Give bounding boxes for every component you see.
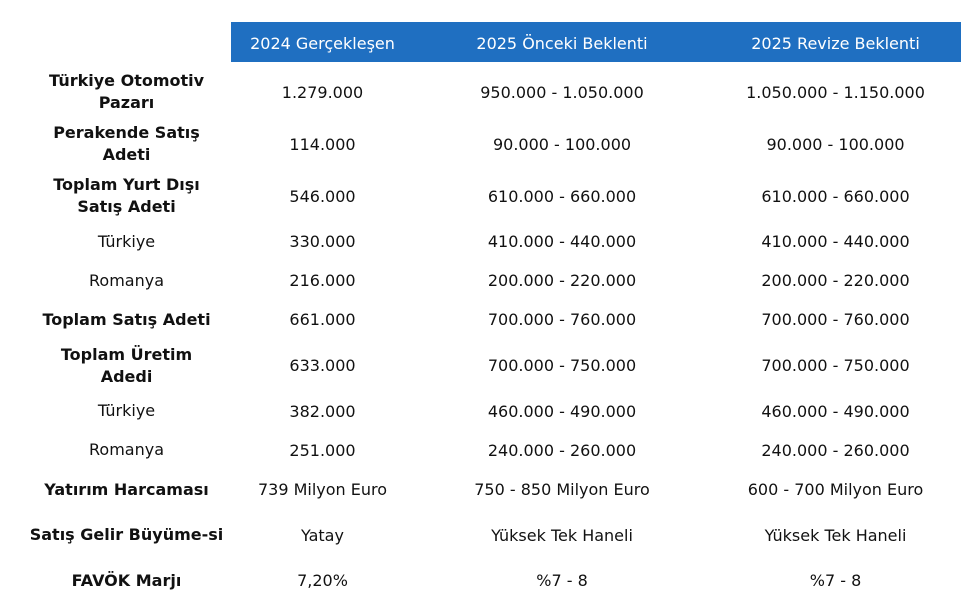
row-label: Satış Gelir Büyüme-si (29, 525, 224, 545)
header-2025-revised: 2025 Revize Beklenti (710, 22, 961, 62)
cell-2025-revised: 90.000 - 100.000 (766, 134, 905, 154)
table-row: Satış Gelir Büyüme-si Yatay Yüksek Tek H… (22, 509, 961, 561)
table-row: Toplam Üretim Adedi 633.000 700.000 - 75… (22, 340, 961, 392)
header-blank-cell (22, 22, 231, 62)
header-2024-actual: 2024 Gerçekleşen (231, 22, 414, 62)
cell-2025-revised: %7 - 8 (809, 571, 862, 591)
cell-2024: 633.000 (289, 356, 356, 376)
cell-2025-previous: %7 - 8 (536, 571, 588, 591)
row-label: Toplam Yurt Dışı Satış Adeti (53, 175, 200, 216)
table-header: 2024 Gerçekleşen 2025 Önceki Beklenti 20… (22, 22, 961, 62)
cell-2025-previous: 460.000 - 490.000 (487, 401, 637, 421)
cell-2025-revised: 460.000 - 490.000 (761, 401, 910, 421)
row-label: Toplam Satış Adeti (42, 309, 211, 329)
cell-2025-revised: 200.000 - 220.000 (761, 271, 910, 291)
guidance-table: 2024 Gerçekleşen 2025 Önceki Beklenti 20… (22, 22, 961, 600)
row-label: Türkiye (97, 231, 156, 251)
table-row: Toplam Yurt Dışı Satış Adeti 546.000 610… (22, 170, 961, 222)
cell-2024: 382.000 (289, 401, 356, 421)
header-2025-previous: 2025 Önceki Beklenti (414, 22, 710, 62)
cell-2025-previous: 950.000 - 1.050.000 (480, 82, 644, 102)
row-label: Türkiye Otomotiv Pazarı (48, 71, 205, 112)
cell-2025-previous: 200.000 - 220.000 (487, 271, 637, 291)
cell-2025-revised: 700.000 - 760.000 (761, 310, 910, 330)
cell-2025-previous: 410.000 - 440.000 (487, 232, 637, 252)
cell-2024: 739 Milyon Euro (257, 480, 388, 500)
row-label: Romanya (89, 270, 164, 290)
row-label: Perakende Satış Adeti (53, 123, 200, 164)
cell-2024: 661.000 (289, 310, 356, 330)
cell-2024: 546.000 (289, 186, 356, 206)
table-row: Türkiye 382.000 460.000 - 490.000 460.00… (22, 392, 961, 431)
cell-2025-previous: Yüksek Tek Haneli (491, 525, 633, 545)
cell-2025-previous: 90.000 - 100.000 (492, 134, 632, 154)
row-label: Türkiye (97, 401, 156, 421)
table-row: Yatırım Harcaması 739 Milyon Euro 750 - … (22, 470, 961, 509)
cell-2024: 1.279.000 (281, 82, 364, 102)
cell-2024: 251.000 (289, 440, 356, 460)
cell-2024: Yatay (301, 525, 344, 545)
cell-2025-revised: 600 - 700 Milyon Euro (747, 480, 924, 500)
cell-2025-revised: Yüksek Tek Haneli (764, 525, 907, 545)
table-row: Romanya 216.000 200.000 - 220.000 200.00… (22, 261, 961, 300)
row-label: FAVÖK Marjı (71, 570, 182, 590)
cell-2025-previous: 700.000 - 750.000 (487, 356, 637, 376)
table-row: Romanya 251.000 240.000 - 260.000 240.00… (22, 431, 961, 470)
cell-2025-previous: 700.000 - 760.000 (487, 310, 637, 330)
row-label: Yatırım Harcaması (44, 479, 209, 499)
cell-2024: 330.000 (289, 232, 356, 252)
table-row: Toplam Satış Adeti 661.000 700.000 - 760… (22, 300, 961, 339)
cell-2025-revised: 240.000 - 260.000 (761, 440, 910, 460)
cell-2025-previous: 750 - 850 Milyon Euro (474, 480, 650, 500)
table-row: Türkiye 330.000 410.000 - 440.000 410.00… (22, 222, 961, 261)
row-label: Toplam Üretim Adedi (60, 344, 193, 386)
cell-2025-revised: 700.000 - 750.000 (761, 356, 910, 376)
cell-2024: 216.000 (289, 271, 356, 291)
table-row: Perakende Satış Adeti 114.000 90.000 - 1… (22, 118, 961, 170)
table-row: Türkiye Otomotiv Pazarı 1.279.000 950.00… (22, 66, 961, 118)
cell-2025-revised: 1.050.000 - 1.150.000 (746, 82, 925, 102)
cell-2025-previous: 240.000 - 260.000 (487, 440, 637, 460)
cell-2025-revised: 410.000 - 440.000 (761, 232, 910, 252)
cell-2024: 114.000 (289, 134, 356, 154)
cell-2024: 7,20% (297, 571, 348, 591)
cell-2025-revised: 610.000 - 660.000 (761, 186, 910, 206)
table-row: FAVÖK Marjı 7,20% %7 - 8 %7 - 8 (22, 561, 961, 600)
table-body: Türkiye Otomotiv Pazarı 1.279.000 950.00… (22, 66, 961, 600)
cell-2025-previous: 610.000 - 660.000 (487, 186, 637, 206)
row-label: Romanya (89, 440, 164, 460)
